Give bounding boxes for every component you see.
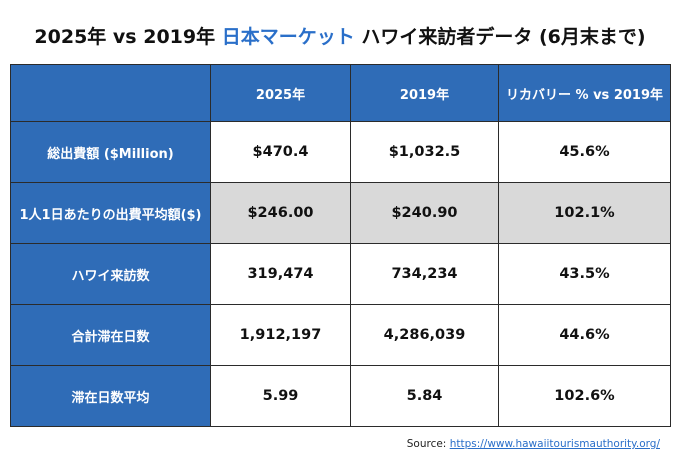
- cell-recovery: 45.6%: [498, 121, 671, 183]
- row-label-total-spending: 総出費額 ($Million): [10, 121, 211, 183]
- row-label-daily-spending: 1人1日あたりの出費平均額($): [10, 182, 211, 244]
- cell-recovery: 102.6%: [498, 365, 671, 427]
- cell-recovery: 102.1%: [498, 182, 671, 244]
- table-row: 1人1日あたりの出費平均額($) $246.00 $240.90 102.1%: [10, 182, 671, 244]
- table-row: 滞在日数平均 5.99 5.84 102.6%: [10, 365, 671, 427]
- row-label-average-stay: 滞在日数平均: [10, 365, 211, 427]
- title-subject: ハワイ来訪者データ (6月末まで): [361, 26, 646, 48]
- source-label: Source:: [406, 438, 447, 450]
- cell-2025: $246.00: [210, 182, 351, 244]
- header-recovery: リカバリー % vs 2019年: [498, 64, 671, 122]
- visitor-stats-table: 2025年 2019年 リカバリー % vs 2019年 総出費額 ($Mill…: [10, 64, 671, 427]
- table-header-row: 2025年 2019年 リカバリー % vs 2019年: [10, 64, 671, 122]
- source-link[interactable]: https://www.hawaiitourismauthority.org/: [449, 438, 660, 450]
- table-row: 合計滞在日数 1,912,197 4,286,039 44.6%: [10, 304, 671, 366]
- cell-2025: $470.4: [210, 121, 351, 183]
- cell-2025: 319,474: [210, 243, 351, 305]
- header-2019: 2019年: [350, 64, 499, 122]
- cell-2019: $240.90: [350, 182, 499, 244]
- cell-recovery: 43.5%: [498, 243, 671, 305]
- row-label-total-visitor-days: 合計滞在日数: [10, 304, 211, 366]
- page-title: 2025年 vs 2019年 日本マーケット ハワイ来訪者データ (6月末まで): [0, 22, 680, 49]
- cell-2019: 734,234: [350, 243, 499, 305]
- title-market: 日本マーケット: [221, 26, 355, 48]
- header-2025: 2025年: [210, 64, 351, 122]
- cell-2019: $1,032.5: [350, 121, 499, 183]
- table-row: ハワイ来訪数 319,474 734,234 43.5%: [10, 243, 671, 305]
- cell-2025: 5.99: [210, 365, 351, 427]
- cell-2025: 1,912,197: [210, 304, 351, 366]
- cell-2019: 5.84: [350, 365, 499, 427]
- header-corner: [10, 64, 211, 122]
- row-label-visitor-arrivals: ハワイ来訪数: [10, 243, 211, 305]
- cell-recovery: 44.6%: [498, 304, 671, 366]
- title-comparison: 2025年 vs 2019年: [34, 26, 216, 48]
- table-row: 総出費額 ($Million) $470.4 $1,032.5 45.6%: [10, 121, 671, 183]
- cell-2019: 4,286,039: [350, 304, 499, 366]
- source-note: Source: https://www.hawaiitourismauthori…: [407, 438, 660, 450]
